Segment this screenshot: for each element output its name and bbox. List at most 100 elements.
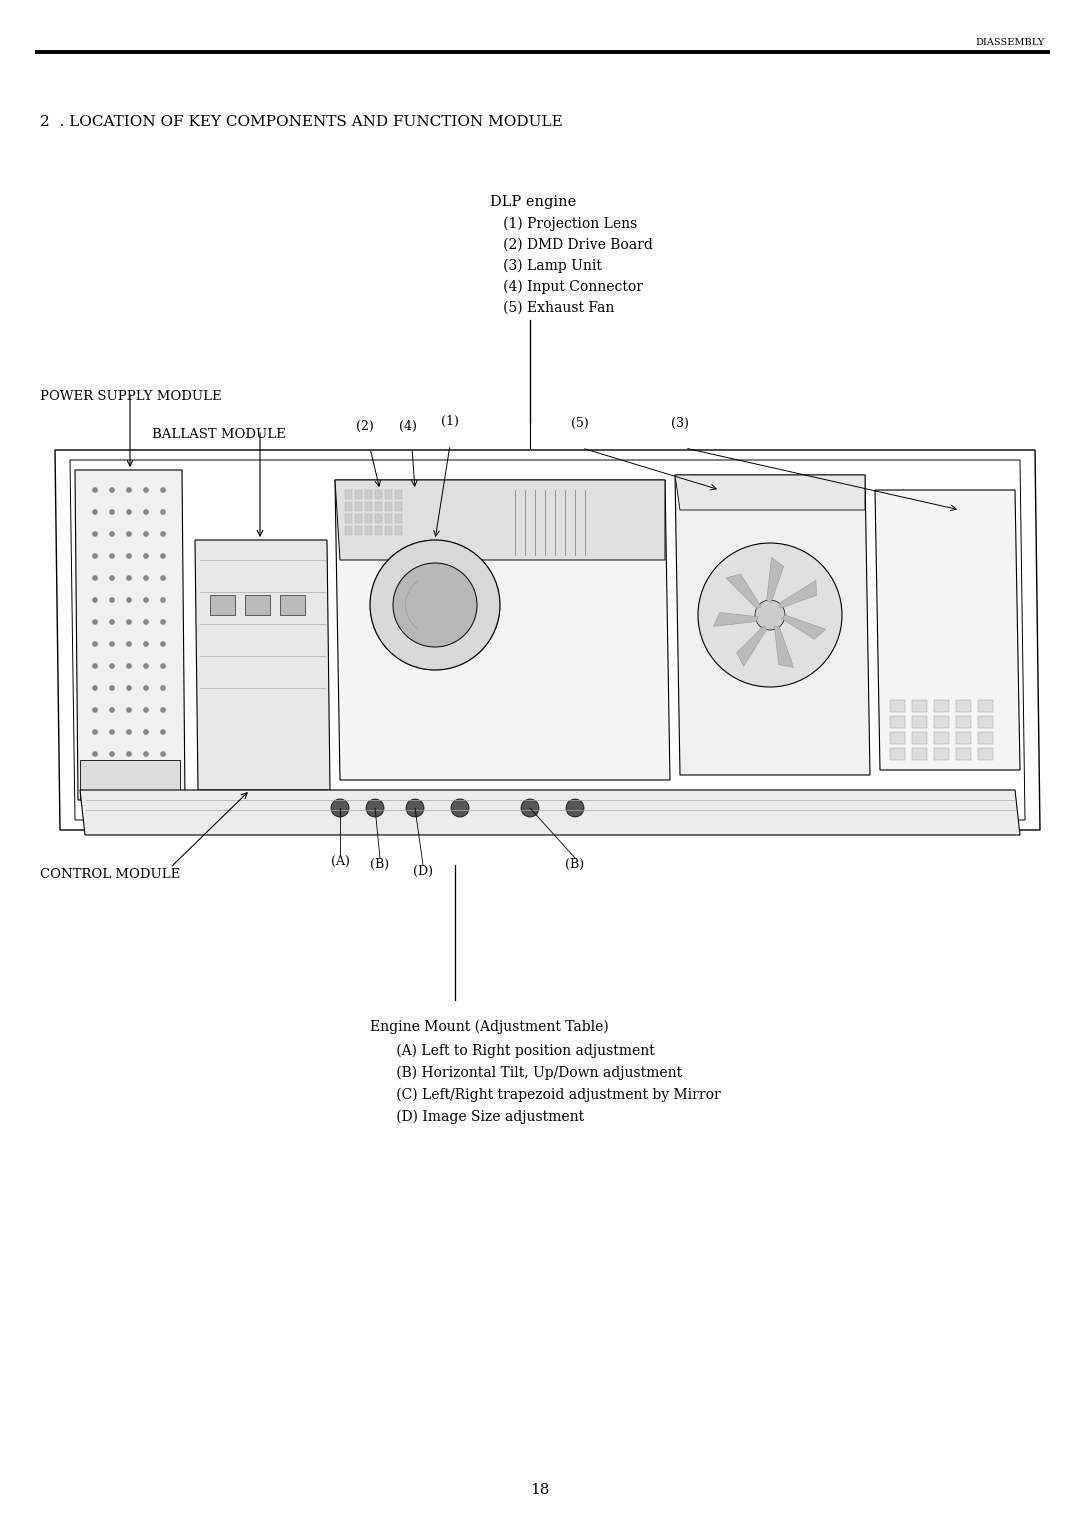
Circle shape	[144, 597, 149, 602]
Circle shape	[93, 532, 97, 536]
Circle shape	[698, 542, 842, 688]
Circle shape	[109, 686, 114, 691]
Polygon shape	[335, 480, 670, 779]
Circle shape	[144, 532, 149, 536]
Bar	[890, 700, 905, 712]
Polygon shape	[245, 594, 270, 614]
Text: (D): (D)	[413, 865, 433, 879]
Text: Engine Mount (Adjustment Table): Engine Mount (Adjustment Table)	[370, 1021, 609, 1034]
Polygon shape	[774, 626, 794, 668]
Text: (B): (B)	[370, 859, 390, 871]
Text: (1): (1)	[441, 416, 459, 428]
Bar	[365, 490, 372, 500]
Bar	[375, 526, 382, 535]
Circle shape	[109, 487, 114, 492]
Circle shape	[93, 642, 97, 646]
Bar	[890, 717, 905, 727]
Bar	[978, 749, 993, 759]
Circle shape	[109, 729, 114, 735]
Circle shape	[521, 799, 539, 817]
Circle shape	[144, 576, 149, 581]
Circle shape	[161, 553, 165, 559]
Polygon shape	[675, 475, 870, 775]
Circle shape	[126, 619, 132, 625]
Text: (3): (3)	[671, 417, 689, 429]
Bar	[912, 700, 927, 712]
Circle shape	[93, 576, 97, 581]
Circle shape	[93, 509, 97, 515]
Circle shape	[126, 487, 132, 492]
Circle shape	[161, 686, 165, 691]
Circle shape	[755, 601, 785, 630]
Polygon shape	[780, 581, 816, 608]
Circle shape	[109, 619, 114, 625]
Circle shape	[126, 686, 132, 691]
Circle shape	[161, 487, 165, 492]
Circle shape	[109, 773, 114, 778]
Circle shape	[161, 576, 165, 581]
Circle shape	[93, 773, 97, 778]
Bar	[934, 732, 949, 744]
Bar	[384, 526, 392, 535]
Circle shape	[161, 752, 165, 756]
Bar	[384, 513, 392, 523]
Circle shape	[93, 686, 97, 691]
Text: (3) Lamp Unit: (3) Lamp Unit	[490, 260, 602, 274]
Bar	[365, 503, 372, 510]
Bar	[365, 526, 372, 535]
Text: (4) Input Connector: (4) Input Connector	[490, 280, 643, 295]
Circle shape	[93, 663, 97, 669]
Circle shape	[126, 509, 132, 515]
Bar	[912, 732, 927, 744]
Bar	[345, 503, 352, 510]
Text: (5) Exhaust Fan: (5) Exhaust Fan	[490, 301, 615, 315]
Circle shape	[109, 509, 114, 515]
Text: (2) DMD Drive Board: (2) DMD Drive Board	[490, 238, 653, 252]
Circle shape	[109, 576, 114, 581]
Bar	[978, 700, 993, 712]
Circle shape	[126, 576, 132, 581]
Text: CONTROL MODULE: CONTROL MODULE	[40, 868, 180, 882]
Polygon shape	[726, 575, 761, 608]
Circle shape	[161, 642, 165, 646]
Bar	[956, 732, 971, 744]
Circle shape	[161, 729, 165, 735]
Text: DIASSEMBLY: DIASSEMBLY	[975, 38, 1045, 47]
Bar	[934, 749, 949, 759]
Bar	[890, 732, 905, 744]
Circle shape	[126, 642, 132, 646]
Circle shape	[93, 487, 97, 492]
Text: BALLAST MODULE: BALLAST MODULE	[152, 428, 286, 442]
Polygon shape	[210, 594, 235, 614]
Circle shape	[126, 729, 132, 735]
Circle shape	[406, 799, 424, 817]
Text: 2  . LOCATION OF KEY COMPONENTS AND FUNCTION MODULE: 2 . LOCATION OF KEY COMPONENTS AND FUNCT…	[40, 115, 563, 128]
Bar	[395, 503, 402, 510]
Circle shape	[161, 597, 165, 602]
Circle shape	[144, 553, 149, 559]
Circle shape	[370, 539, 500, 669]
Circle shape	[144, 707, 149, 712]
Bar	[355, 513, 362, 523]
Bar	[395, 513, 402, 523]
Text: (B) Horizontal Tilt, Up/Down adjustment: (B) Horizontal Tilt, Up/Down adjustment	[370, 1067, 683, 1080]
Circle shape	[126, 663, 132, 669]
Bar	[375, 513, 382, 523]
Circle shape	[144, 619, 149, 625]
Bar	[365, 513, 372, 523]
Circle shape	[144, 729, 149, 735]
Bar	[978, 717, 993, 727]
Polygon shape	[335, 480, 665, 559]
Text: (A): (A)	[330, 856, 350, 868]
Bar	[375, 490, 382, 500]
Text: (A) Left to Right position adjustment: (A) Left to Right position adjustment	[370, 1044, 654, 1059]
Circle shape	[144, 686, 149, 691]
Circle shape	[93, 729, 97, 735]
Circle shape	[126, 773, 132, 778]
Polygon shape	[80, 790, 1020, 834]
Bar	[956, 700, 971, 712]
Text: (5): (5)	[571, 417, 589, 429]
Text: DLP engine: DLP engine	[490, 196, 577, 209]
Text: (D) Image Size adjustment: (D) Image Size adjustment	[370, 1109, 584, 1125]
Circle shape	[126, 707, 132, 712]
